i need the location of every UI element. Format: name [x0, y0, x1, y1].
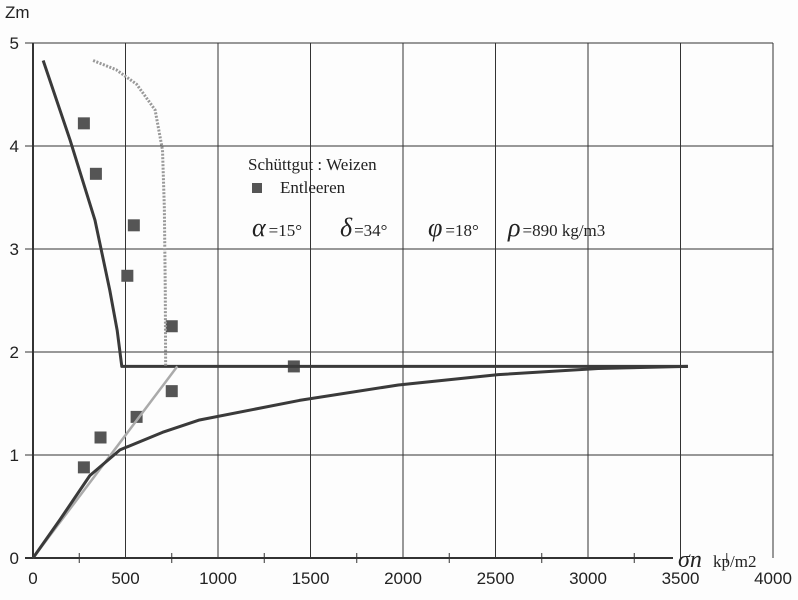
data-point — [89, 167, 102, 180]
legend: Schüttgut : Weizen Entleeren α =15° δ =34°… — [248, 155, 605, 242]
data-point — [165, 320, 178, 333]
svg-text:α=15° δ=34° φ=18°: α =15° δ =34° φ =18° ρ =890 kg/m3 — [252, 213, 605, 242]
x-tick-label: 1000 — [199, 569, 237, 588]
x-tick-label: 1500 — [292, 569, 330, 588]
y-tick-label: 5 — [10, 34, 19, 53]
y-axis-label: Zm — [5, 3, 30, 22]
y-tick-label: 1 — [10, 446, 19, 465]
data-point — [94, 431, 107, 444]
x-tick-label: 2000 — [384, 569, 422, 588]
param-symbol: α — [252, 213, 267, 242]
data-point — [130, 410, 143, 423]
legend-title: Schüttgut : Weizen — [248, 155, 377, 174]
y-tick-label: 0 — [10, 549, 19, 568]
data-point — [77, 117, 90, 130]
x-tick-label: 500 — [111, 569, 139, 588]
x-tick-label: 3500 — [662, 569, 700, 588]
param-value: =18° — [445, 221, 478, 240]
param-value: =34° — [354, 221, 387, 240]
x-tick-label: 3000 — [569, 569, 607, 588]
data-point — [127, 219, 140, 232]
legend-marker — [252, 183, 262, 193]
y-tick-label: 3 — [10, 240, 19, 259]
x-axis-label: kp/m2 — [713, 552, 756, 571]
x-tick-label: 4000 — [754, 569, 792, 588]
data-point — [165, 385, 178, 398]
data-point — [121, 269, 134, 282]
param-symbol: ρ — [507, 213, 520, 242]
y-tick-label: 4 — [10, 137, 19, 156]
y-tick-label: 2 — [10, 343, 19, 362]
param-symbol: φ — [428, 213, 442, 242]
series-line-wall-upper — [41, 60, 688, 368]
series-line-wall-lower — [31, 364, 688, 559]
param-value: =15° — [269, 221, 302, 240]
param-symbol: δ — [340, 213, 353, 242]
series-line-dotted-upper — [92, 59, 168, 367]
x-tick-label: 0 — [28, 569, 37, 588]
x-axis-symbol: σn — [678, 547, 702, 573]
param-value: =890 kg/m3 — [522, 221, 605, 240]
data-point — [77, 461, 90, 474]
legend-entry: Entleeren — [280, 178, 346, 197]
x-tick-label: 2500 — [477, 569, 515, 588]
